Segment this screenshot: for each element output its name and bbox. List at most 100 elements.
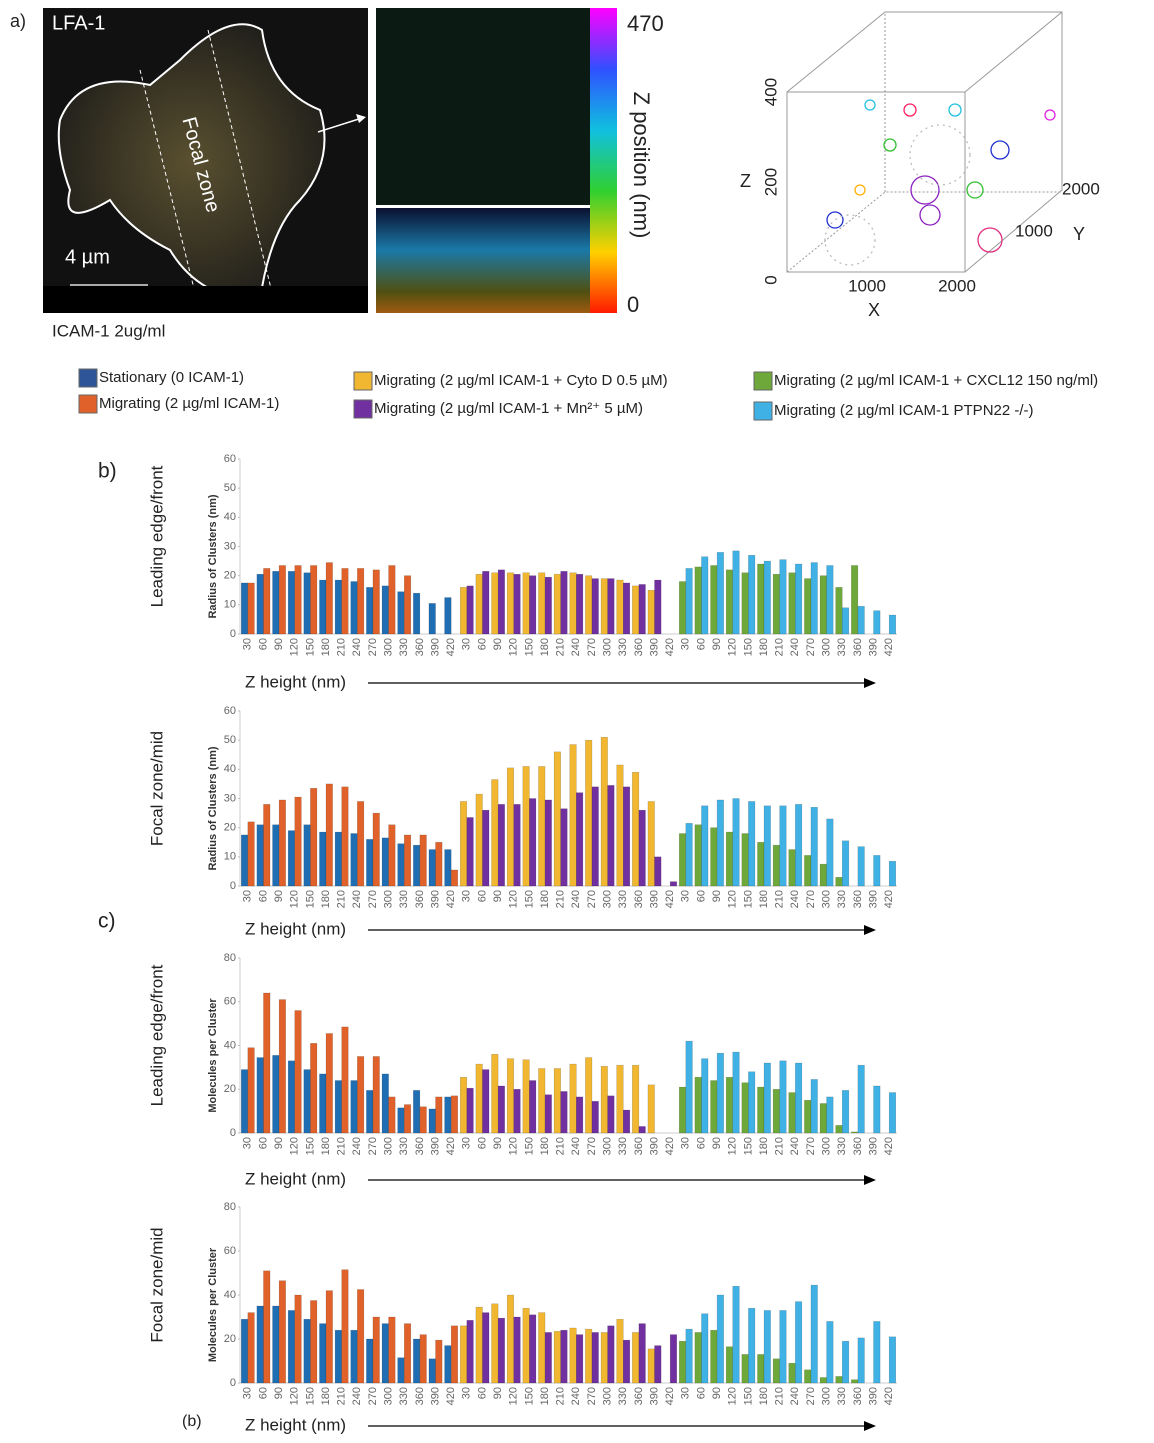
x-tick-label: 390 [429,1137,441,1155]
bar [873,610,881,635]
y-tick-label: 0 [230,628,236,640]
x-tick-label: 420 [883,638,895,656]
x-tick-label: 180 [758,890,770,908]
bar [435,1096,443,1134]
x-tick-label: 30 [680,1387,692,1399]
x-tick-label: 210 [555,638,567,656]
y-tick-label: 50 [224,482,236,494]
bar [804,1099,812,1134]
bar [763,1062,771,1134]
bar [497,569,505,635]
bar [600,1332,608,1384]
colorbar [590,8,617,313]
bar [842,607,850,635]
bar [325,783,333,887]
bar [366,1090,374,1134]
x-tick-label: 240 [789,1137,801,1155]
bar [757,1086,765,1134]
x-tick-label: 180 [539,1387,551,1405]
x-tick-label: 330 [836,638,848,656]
bar [779,1310,787,1384]
y-tick-label: 0 [230,1377,236,1389]
bar [263,992,271,1134]
x-tick-label: 390 [867,1387,879,1405]
bar [716,1294,724,1384]
bar [513,1089,521,1134]
bar [585,739,593,887]
bar [819,575,827,635]
bar [419,1106,427,1134]
x-tick: 2000 [938,276,976,295]
z-tick: 0 [761,275,780,284]
bar [623,786,631,887]
bar [757,563,765,635]
bar [506,767,514,887]
bar [701,556,709,635]
bar [576,1096,584,1134]
bar [888,860,896,887]
bar [263,804,271,887]
bar [482,809,490,887]
bar [710,827,718,887]
bar [654,1345,662,1384]
bar [732,1285,740,1384]
bar [506,1058,514,1134]
legend-swatch [753,401,773,421]
bar [560,1329,568,1384]
legend-label: Stationary (0 ICAM-1) [99,369,244,386]
bar [638,584,646,635]
bar [341,568,349,635]
bar [341,786,349,887]
x-tick-label: 90 [711,638,723,650]
bar [372,1056,380,1134]
row-label: Focal zone/mid [147,1227,166,1342]
bar [748,801,756,887]
bar [538,1312,546,1384]
bar [779,1060,787,1134]
bar [788,1092,796,1134]
x-tick-label: 240 [570,1137,582,1155]
bar [475,793,483,887]
bar [647,801,655,887]
image-footer [43,286,368,313]
condition-label: ICAM-1 2ug/ml [52,321,165,340]
legend-swatch [78,368,98,388]
bar [616,579,624,635]
bar [350,1080,358,1134]
bar [576,573,584,635]
bar [772,844,780,887]
bar [819,863,827,887]
bar [397,591,405,635]
bar [654,579,662,635]
y-tick-label: 20 [224,1083,236,1095]
x-tick-label: 390 [867,638,879,656]
x-tick-label: 60 [476,638,488,650]
x-tick-label: 300 [821,638,833,656]
x-tick-label: 150 [742,890,754,908]
x-tick-label: 180 [539,1137,551,1155]
bar [263,1270,271,1384]
bar [513,573,521,635]
y-tick-label: 30 [224,540,236,552]
x-tick-label: 60 [695,638,707,650]
bar [466,1087,474,1134]
bar [716,1052,724,1134]
bar [357,1289,365,1384]
bar [256,824,264,887]
bar [741,1082,749,1134]
x-tick-label: 270 [805,638,817,656]
bar [560,808,568,887]
bar [460,801,468,887]
arrow [317,117,363,133]
y-tick-label: 50 [224,734,236,746]
bar [372,812,380,887]
x-tick-label: 240 [789,890,801,908]
bar [460,587,468,635]
plot3d-box [786,11,1063,273]
x-tick-label: 270 [805,1137,817,1155]
y-axis-label: Molecules per Cluster [207,1247,219,1362]
bar [710,565,718,635]
bar [397,1107,405,1134]
bar [553,1068,561,1134]
